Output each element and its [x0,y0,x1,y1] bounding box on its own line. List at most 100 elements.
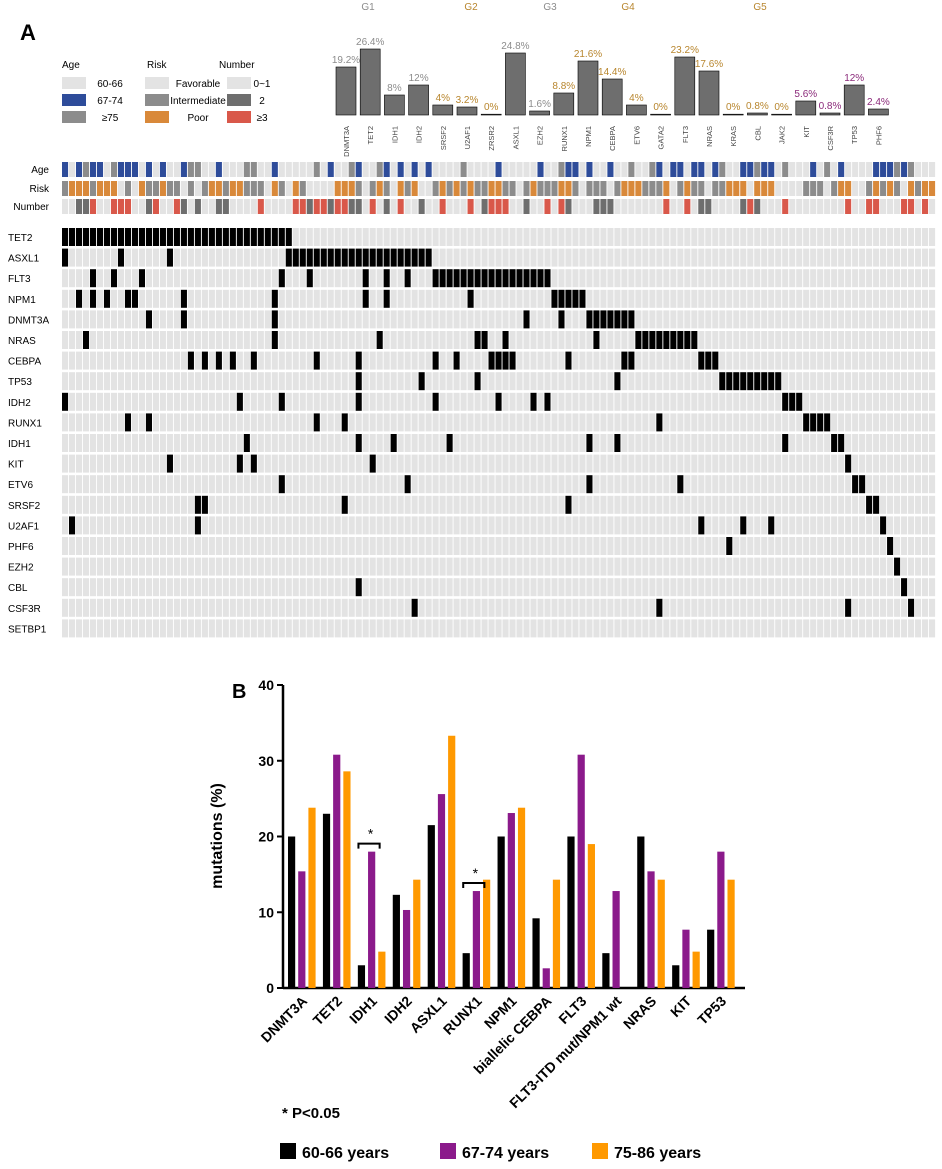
mutation-cell [264,598,271,617]
mutation-cell [271,495,278,514]
mutation-cell [159,537,166,555]
track-cell [355,181,362,196]
mutation-cell [544,619,551,638]
mutation-cell [810,248,817,267]
mutation-cell [551,269,558,288]
mutation-cell [488,351,495,370]
mutation-cell [859,372,866,391]
mutation-cell [418,289,425,308]
mutation-cell [880,475,887,494]
mutation-cell [117,331,125,349]
mutation-cell [446,454,453,473]
mutation-cell [453,331,460,349]
mutation-cell [677,413,684,432]
mutation-cell [145,310,152,329]
x-tick-label: IDH1 [346,993,380,1027]
bar-60-66-years [637,836,645,988]
track-cell [236,181,243,196]
mutation-cell [544,331,551,349]
mutation-cell [838,475,845,494]
mutation-cell [775,392,782,411]
bar-60-66-years [427,825,435,988]
track-cell [313,162,320,177]
mutation-cell [82,310,90,329]
mutation-cell [299,331,306,349]
mutation-cell [831,495,838,514]
mutation-cell [796,598,803,617]
mutation-cell [670,516,677,535]
mutation-cell [719,331,726,349]
mutation-cell [285,619,292,638]
mutation-cell [348,248,355,267]
mutation-cell [313,248,320,267]
mutation-cell [488,248,495,267]
mutation-cell [873,454,880,473]
mutation-cell [425,392,432,411]
track-cell [523,162,530,177]
mutation-cell [103,413,111,432]
track-cell [299,181,306,196]
mutation-cell [138,516,146,535]
mutation-cell [439,495,446,514]
mutation-cell [439,619,446,638]
mutation-cell [852,413,859,432]
mutation-cell [663,598,670,617]
mutation-cell [166,434,173,452]
mutation-cell [803,537,810,555]
mutation-cell [901,392,908,411]
mutation-cell [719,495,726,514]
mutation-cell [789,598,796,617]
mutation-cell [488,578,495,597]
track-cell [194,162,201,177]
mutation-cell [68,310,76,329]
mutation-cell [334,310,341,329]
mutation-cell [355,578,362,597]
mutation-cell [775,351,782,370]
mutation-cell [789,351,796,370]
mutation-cell [425,269,432,288]
track-cell [418,199,425,214]
mutation-cell [432,413,439,432]
mutation-cell [250,228,257,246]
mutation-cell [68,331,76,349]
mutation-cell [768,372,775,391]
track-cell [551,181,558,196]
mutation-cell [768,557,775,576]
mutation-cell [82,248,90,267]
mutation-cell [299,495,306,514]
track-cell [460,199,467,214]
mutation-cell [166,310,173,329]
mutation-cell [803,454,810,473]
mutation-cell [250,454,257,473]
mutation-cell [201,372,208,391]
bar-75-86-years [587,844,595,988]
mutation-cell [404,434,411,452]
mutation-cell [334,228,341,246]
mutation-cell [747,248,754,267]
frequency-bar [601,78,623,116]
mutation-cell [439,248,446,267]
mutation-cell [670,372,677,391]
mutation-cell [292,372,299,391]
mutation-cell [208,372,215,391]
track-cell [887,181,894,196]
mutation-cell [635,537,642,555]
mutation-cell [747,598,754,617]
mutation-cell [579,475,586,494]
mutation-cell [194,537,201,555]
mutation-cell [649,413,656,432]
mutation-cell [222,434,229,452]
mutation-cell [439,557,446,576]
mutation-cell [873,351,880,370]
mutation-cell [236,392,243,411]
track-cell [614,181,621,196]
mutation-cell [565,578,572,597]
mutation-cell [411,619,418,638]
mutation-cell [789,310,796,329]
mutation-cell [698,434,705,452]
mutation-cell [446,372,453,391]
mutation-cell [908,289,915,308]
mutation-cell [362,598,369,617]
mutation-cell [747,331,754,349]
mutation-cell [915,434,922,452]
